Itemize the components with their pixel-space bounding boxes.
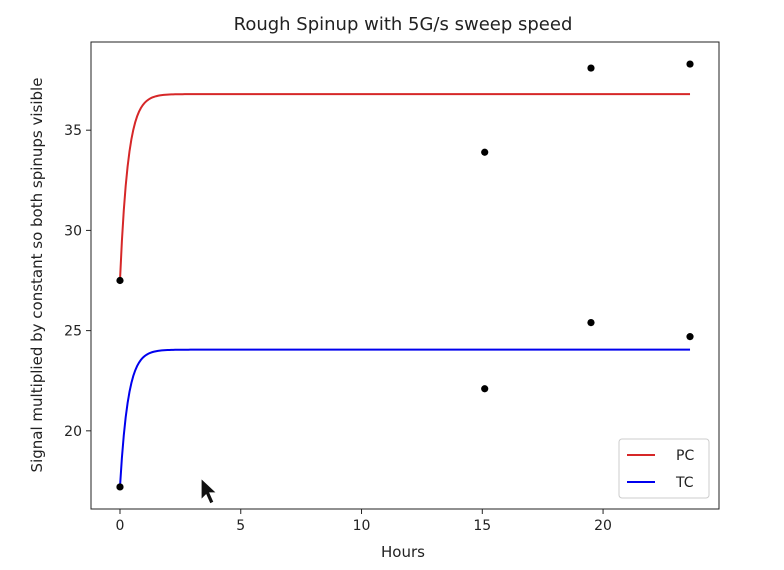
x-tick-label: 5 [236,518,245,534]
y-tick-label: 20 [64,424,82,440]
x-axis-title: Hours [381,543,425,561]
x-tick-label: 20 [594,518,612,534]
y-axis-title: Signal multiplied by constant so both sp… [28,78,46,473]
x-axis: 0 5 10 15 20 [116,509,612,534]
data-point-tc [481,385,489,393]
data-point-pc [587,64,595,72]
legend-box [618,438,710,499]
y-axis: 20 25 30 35 [64,123,91,440]
plot-frame [90,41,720,510]
series-line-tc [118,348,691,488]
y-tick-label: 30 [64,223,82,239]
legend-label-pc: PC [676,448,694,464]
chart-title: Rough Spinup with 5G/s sweep speed [234,14,573,35]
legend: PC TC [618,438,710,499]
series-layer [118,93,691,488]
series-line-pc [118,93,691,281]
x-tick-label: 0 [116,518,125,534]
data-points [116,60,694,491]
data-point-tc [116,483,124,491]
y-tick-label: 25 [64,324,82,340]
x-tick-label: 10 [353,518,371,534]
data-point-pc [481,148,489,156]
legend-label-tc: TC [675,475,694,491]
data-point-pc [116,276,124,285]
mouse-cursor-icon [200,476,219,505]
data-point-pc [686,60,694,68]
data-point-tc [686,333,694,341]
data-point-tc [587,319,595,327]
x-tick-label: 15 [473,518,491,534]
y-tick-label: 35 [64,123,82,139]
plot-area: 0 5 10 15 20 20 25 30 35 [64,41,720,534]
